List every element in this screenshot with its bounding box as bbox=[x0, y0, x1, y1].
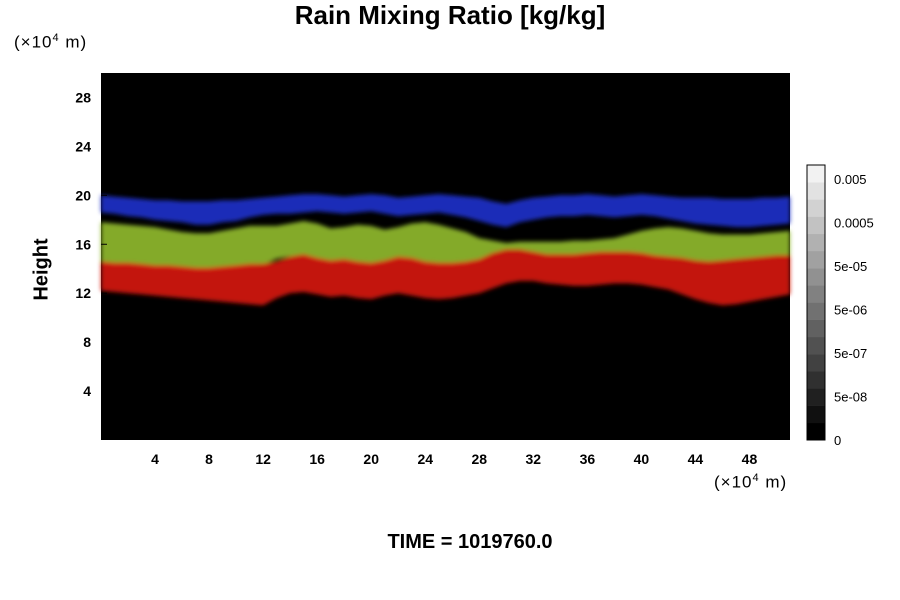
colorbar-swatch bbox=[807, 388, 825, 406]
chart-title: Rain Mixing Ratio [kg/kg] bbox=[294, 0, 606, 30]
x-tick-label: 8 bbox=[205, 451, 213, 467]
x-axis-unit: (×104 m) bbox=[714, 472, 788, 492]
y-tick-label: 28 bbox=[75, 89, 91, 105]
colorbar-swatch bbox=[807, 422, 825, 441]
y-tick-label: 12 bbox=[75, 285, 91, 301]
colorbar-label: 0.0005 bbox=[834, 216, 874, 231]
colorbar-swatch bbox=[807, 182, 825, 200]
colorbar-swatch bbox=[807, 336, 825, 355]
rain-field bbox=[101, 194, 790, 306]
y-tick-label: 20 bbox=[75, 187, 91, 203]
colorbar-label: 5e-06 bbox=[834, 303, 867, 318]
colorbar-swatch bbox=[807, 165, 825, 183]
colorbar-swatch bbox=[807, 405, 825, 424]
y-ticks: 4 8 12 16 20 24 28 bbox=[75, 89, 107, 399]
colorbar-swatch bbox=[807, 302, 825, 320]
colorbar-swatch bbox=[807, 233, 825, 252]
x-tick-label: 20 bbox=[363, 451, 379, 467]
rain-layer-1 bbox=[101, 194, 790, 228]
colorbar-label: 0.005 bbox=[834, 172, 867, 187]
colorbar-label: 0 bbox=[834, 433, 841, 448]
colorbar-label: 5e-07 bbox=[834, 346, 867, 361]
colorbar-swatch bbox=[807, 216, 825, 235]
x-tick-label: 44 bbox=[688, 451, 704, 467]
x-tick-label: 28 bbox=[471, 451, 487, 467]
colorbar: 0.005 0.0005 5e-05 5e-06 5e-07 5e-08 0 bbox=[806, 164, 874, 448]
colorbar-label: 5e-05 bbox=[834, 259, 867, 274]
y-tick-label: 4 bbox=[83, 383, 91, 399]
x-tick-label: 24 bbox=[417, 451, 433, 467]
colorbar-swatch bbox=[807, 371, 825, 389]
colorbar-swatch bbox=[807, 268, 825, 286]
colorbar-swatch bbox=[807, 319, 825, 338]
x-tick-label: 48 bbox=[742, 451, 758, 467]
x-tick-label: 16 bbox=[309, 451, 325, 467]
colorbar-swatch bbox=[807, 199, 825, 217]
colorbar-swatch bbox=[807, 285, 825, 303]
colorbar-frame bbox=[806, 164, 826, 441]
y-tick-label: 8 bbox=[83, 334, 91, 350]
y-tick-label: 16 bbox=[75, 236, 91, 252]
x-tick-label: 32 bbox=[526, 451, 542, 467]
y-tick-label: 24 bbox=[75, 138, 91, 154]
x-tick-label: 4 bbox=[151, 451, 159, 467]
rain-layer-3 bbox=[101, 249, 790, 306]
rain-layer-2 bbox=[101, 221, 790, 272]
colorbar-swatch bbox=[807, 250, 825, 269]
time-readout: TIME = 1019760.0 bbox=[387, 531, 553, 553]
x-ticks: 4 8 12 16 20 24 28 32 36 40 44 48 bbox=[151, 434, 757, 467]
x-tick-label: 40 bbox=[634, 451, 650, 467]
y-axis-unit: (×104 m) bbox=[14, 32, 88, 52]
x-tick-label: 12 bbox=[255, 451, 271, 467]
colorbar-label: 5e-08 bbox=[834, 390, 867, 405]
colorbar-swatch bbox=[807, 354, 825, 372]
x-tick-label: 36 bbox=[580, 451, 596, 467]
